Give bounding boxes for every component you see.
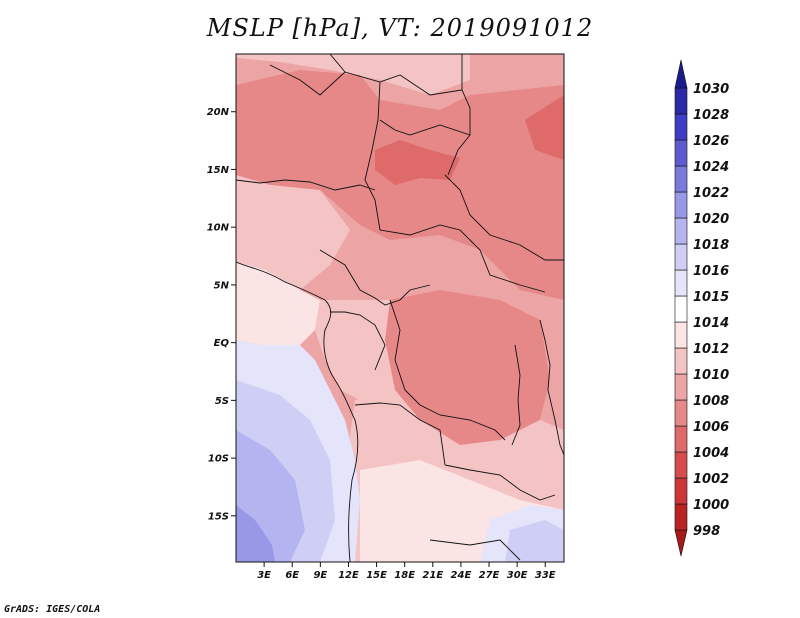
lon-tick-label: 21E [422, 570, 443, 581]
colorbar-label: 1002 [693, 472, 729, 487]
colorbar-label: 1026 [693, 134, 729, 149]
lon-tick-label: 30E [507, 570, 528, 581]
colorbar-bin [674, 165, 688, 193]
lon-tick-label: 15E [366, 570, 387, 581]
colorbar-label: 1014 [693, 316, 729, 331]
pressure-field [236, 54, 564, 562]
colorbar-bin [674, 139, 688, 167]
map-frame [235, 53, 565, 563]
lat-tick-label: 10S [208, 454, 229, 465]
colorbar-bin [674, 59, 688, 89]
map-title: MSLP [hPa], VT: 2019091012 [206, 14, 594, 42]
lat-tick-label: 10N [207, 223, 230, 234]
colorbar-label: 1024 [693, 160, 729, 175]
colorbar-bin [674, 477, 688, 505]
lon-tick-label: 24E [451, 570, 472, 581]
colorbar-label: 1010 [693, 368, 729, 383]
lon-tick-label: 9E [313, 570, 327, 581]
colorbar-label: 1022 [693, 186, 729, 201]
colorbar-label: 1015 [693, 290, 729, 305]
lat-tick-label: EQ [214, 338, 230, 349]
lat-tick-label: 15N [207, 165, 230, 176]
lon-tick-label: 12E [338, 570, 359, 581]
colorbar-bin [674, 191, 688, 219]
colorbar-bin [674, 399, 688, 427]
colorbar-label: 1004 [693, 446, 729, 461]
colorbar-label: 1008 [693, 394, 729, 409]
colorbar-bin [674, 373, 688, 401]
lon-tick-label: 27E [479, 570, 500, 581]
colorbar-label: 1030 [693, 82, 729, 97]
lon-tick-label: 18E [394, 570, 415, 581]
longitude-axis: 3E 6E 9E 12E 15E 18E 21E 24E 27E 30E 33E [257, 562, 556, 581]
colorbar-label: 998 [693, 524, 720, 539]
lat-tick-label: 5S [215, 396, 229, 407]
credit-text: GrADS: IGES/COLA [4, 604, 101, 615]
colorbar-bin [674, 113, 688, 141]
colorbar-label: 1020 [693, 212, 729, 227]
lon-tick-label: 33E [535, 570, 556, 581]
colorbar-bin [674, 425, 688, 453]
lat-tick-label: 20N [207, 107, 230, 118]
colorbar-bin [674, 295, 688, 323]
lat-tick-label: 15S [208, 511, 229, 522]
lon-tick-label: 3E [257, 570, 271, 581]
country-borders [236, 54, 564, 562]
colorbar-bin [674, 321, 688, 349]
colorbar-label: 1028 [693, 108, 729, 123]
colorbar-bin [674, 529, 688, 557]
lat-tick-label: 5N [214, 280, 230, 291]
colorbar-bin [674, 269, 688, 297]
lon-tick-label: 6E [285, 570, 299, 581]
colorbar: 998 1000 1002 1004 1006 1008 1010 1012 1014 1015 1… [674, 59, 729, 557]
colorbar-bin [674, 347, 688, 375]
colorbar-label: 1012 [693, 342, 729, 357]
colorbar-bin [674, 243, 688, 271]
colorbar-bin [674, 451, 688, 479]
colorbar-bin [674, 217, 688, 245]
colorbar-label: 1016 [693, 264, 729, 279]
colorbar-bin [674, 87, 688, 115]
latitude-axis: 20N 15N 10N 5N EQ 5S 10S 15S [207, 107, 236, 522]
colorbar-label: 1018 [693, 238, 729, 253]
colorbar-label: 1006 [693, 420, 729, 435]
colorbar-bin [674, 503, 688, 531]
colorbar-label: 1000 [693, 498, 729, 513]
